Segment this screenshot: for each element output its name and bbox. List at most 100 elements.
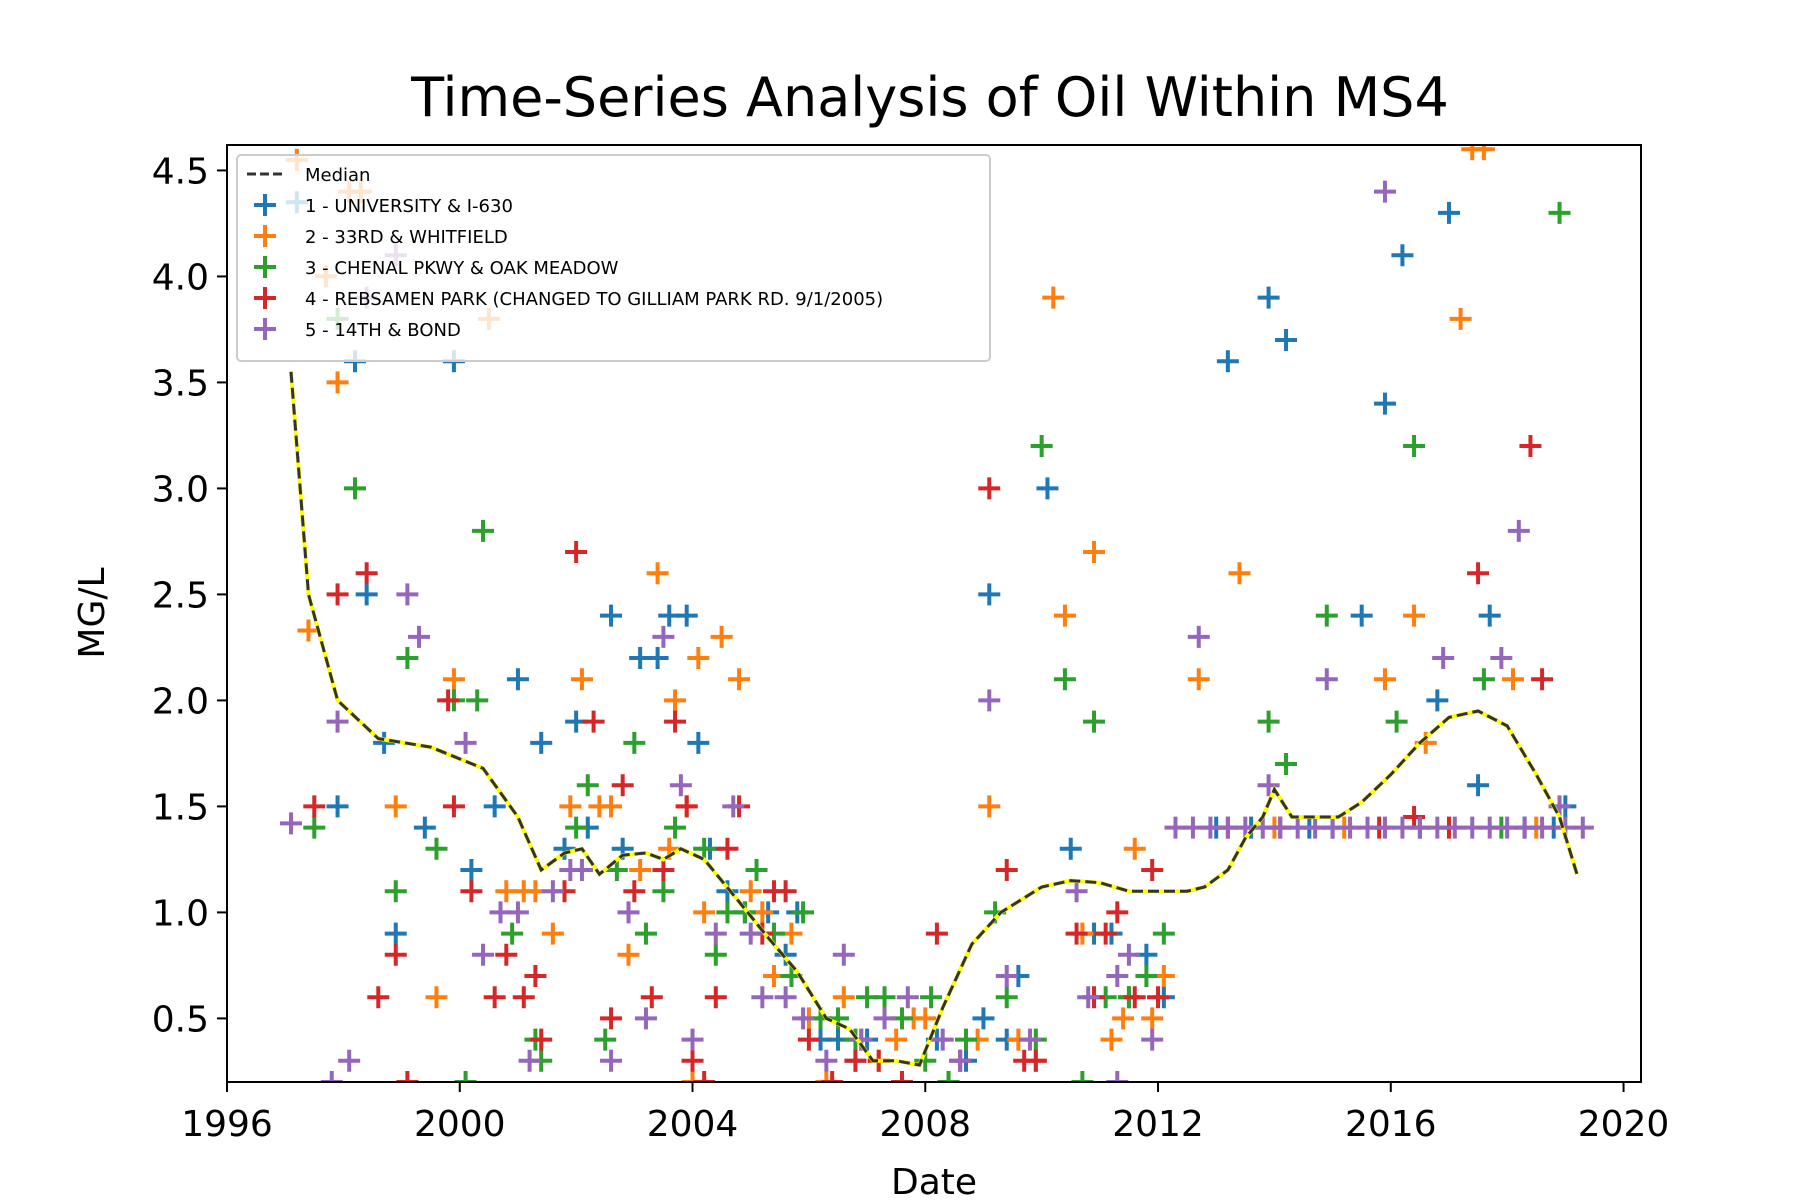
- data-point-marker: [652, 859, 675, 882]
- data-point-marker: [1019, 1028, 1042, 1051]
- data-point-marker: [739, 880, 762, 903]
- data-point-marker: [280, 812, 303, 835]
- legend-marker-swatch: [254, 194, 276, 216]
- data-point-marker: [617, 901, 640, 924]
- data-point-marker: [693, 1071, 716, 1082]
- data-point-marker: [978, 583, 1001, 606]
- data-point-marker: [949, 1049, 972, 1072]
- data-point-marker: [1432, 647, 1455, 670]
- data-point-marker: [1106, 1071, 1129, 1082]
- data-point-marker: [460, 880, 483, 903]
- data-point-marker: [664, 816, 687, 839]
- legend-entry-label: Median: [305, 165, 370, 186]
- x-tick-label: 2008: [879, 1104, 971, 1145]
- data-point-marker: [1112, 1007, 1135, 1030]
- data-point-marker: [652, 880, 675, 903]
- data-point-marker: [1257, 774, 1280, 797]
- data-point-marker: [326, 795, 349, 818]
- legend-marker-swatch: [254, 256, 276, 278]
- data-point-marker: [605, 859, 628, 882]
- data-point-marker: [1083, 710, 1106, 733]
- data-point-marker: [570, 668, 593, 691]
- legend-entry-label: 1 - UNIVERSITY & I-630: [305, 196, 513, 217]
- data-point-marker: [1065, 880, 1088, 903]
- data-point-marker: [326, 710, 349, 733]
- data-point-marker: [1071, 1071, 1094, 1082]
- data-point-marker: [704, 943, 727, 966]
- data-point-marker: [384, 880, 407, 903]
- legend-marker-swatch: [254, 318, 276, 340]
- data-point-marker: [710, 625, 733, 648]
- data-point-marker: [396, 1071, 419, 1082]
- y-axis: 0.5 1.0 1.5 2.0 2.5 3.0 3.5 4.0 4.5: [152, 151, 227, 1040]
- series-group: [303, 435, 1554, 1082]
- data-point-marker: [1228, 562, 1251, 585]
- data-point-marker: [326, 583, 349, 606]
- data-point-marker: [1403, 604, 1426, 627]
- data-point-marker: [442, 668, 465, 691]
- data-point-marker: [1449, 307, 1472, 330]
- data-point-marker: [844, 1049, 867, 1072]
- legend-entry-label: 4 - REBSAMEN PARK (CHANGED TO GILLIAM PA…: [305, 289, 883, 310]
- x-axis: 1996 2000 2004 2008 2012 2016 2020: [181, 1082, 1669, 1145]
- data-point-marker: [541, 880, 564, 903]
- data-point-marker: [792, 901, 815, 924]
- data-point-marker: [1152, 922, 1175, 945]
- data-point-marker: [1141, 859, 1164, 882]
- data-point-marker: [652, 625, 675, 648]
- data-point-marker: [384, 922, 407, 945]
- data-point-marker: [553, 837, 576, 860]
- data-point-marker: [640, 986, 663, 1009]
- x-tick-label: 2020: [1578, 1104, 1670, 1145]
- data-point-marker: [1100, 1028, 1123, 1051]
- data-point-marker: [1472, 145, 1495, 161]
- data-point-marker: [617, 943, 640, 966]
- data-point-marker: [955, 1028, 978, 1051]
- data-point-marker: [1141, 1007, 1164, 1030]
- data-point-marker: [995, 986, 1018, 1009]
- data-point-marker: [530, 1028, 553, 1051]
- data-point-marker: [565, 541, 588, 564]
- x-tick-label: 2012: [1112, 1104, 1204, 1145]
- data-point-marker: [815, 1049, 838, 1072]
- data-point-marker: [518, 1049, 541, 1072]
- legend-marker-swatch: [254, 287, 276, 309]
- data-point-marker: [413, 816, 436, 839]
- data-point-marker: [1426, 689, 1449, 712]
- data-point-marker: [774, 986, 797, 1009]
- data-point-marker: [1187, 625, 1210, 648]
- data-point-marker: [937, 1071, 960, 1082]
- data-point-marker: [995, 859, 1018, 882]
- data-point-marker: [570, 859, 593, 882]
- data-point-marker: [681, 1028, 704, 1051]
- data-point-marker: [832, 943, 855, 966]
- data-point-marker: [978, 689, 1001, 712]
- data-point-marker: [483, 795, 506, 818]
- data-point-marker: [1403, 435, 1426, 458]
- data-point-marker: [774, 880, 797, 903]
- data-point-marker: [565, 816, 588, 839]
- data-point-marker: [664, 710, 687, 733]
- data-point-marker: [1065, 922, 1088, 945]
- data-point-marker: [634, 922, 657, 945]
- data-point-marker: [925, 922, 948, 945]
- data-point-marker: [367, 986, 390, 1009]
- data-point-marker: [355, 583, 378, 606]
- data-point-marker: [326, 371, 349, 394]
- data-point-marker: [1106, 901, 1129, 924]
- data-point-marker: [972, 1007, 995, 1030]
- median-line: [289, 371, 1579, 1067]
- data-point-marker: [1315, 604, 1338, 627]
- legend-box: [236, 154, 991, 362]
- legend-entry-label: 5 - 14TH & BOND: [305, 320, 461, 341]
- data-point-marker: [1437, 201, 1460, 224]
- data-point-marker: [1123, 837, 1146, 860]
- data-point-marker: [466, 689, 489, 712]
- data-point-marker: [1391, 244, 1414, 267]
- data-point-marker: [454, 731, 477, 754]
- data-point-marker: [530, 731, 553, 754]
- data-point-marker: [1385, 710, 1408, 733]
- data-point-marker: [1117, 943, 1140, 966]
- data-point-marker: [1257, 286, 1280, 309]
- data-point-marker: [442, 795, 465, 818]
